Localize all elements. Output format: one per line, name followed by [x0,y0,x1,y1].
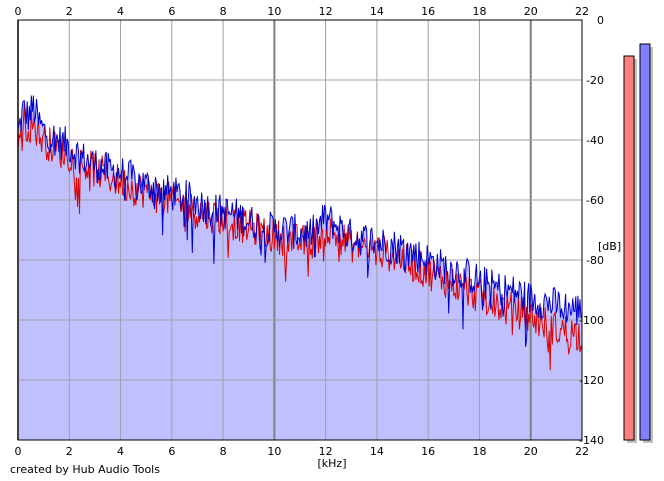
x-tick-labels-top: 0 2 4 6 8 10 12 14 16 18 20 22 [15,5,590,18]
y-tick-labels: 0 -20 -40 -60 -80 -100 -120 -140 [579,14,604,447]
y-unit-label: [dB] [598,240,621,253]
x-tick-label-top: 0 [15,5,22,18]
y-tick-label: -60 [586,194,604,207]
spectrum-area-fill [18,95,582,440]
x-tick-label-bottom: 0 [15,445,22,458]
level-meter-bar [623,55,635,441]
spectrum-fill-layer [18,95,582,440]
x-tick-label-top: 22 [575,5,589,18]
x-tick-label-top: 18 [472,5,486,18]
series-line-layer [17,95,583,371]
y-tick-label: -140 [579,434,604,447]
x-tick-label-top: 8 [220,5,227,18]
y-tick-label: -20 [586,74,604,87]
x-tick-label-top: 2 [66,5,73,18]
x-tick-label-bottom: 12 [319,445,333,458]
y-tick-label: 0 [597,14,604,27]
x-tick-label-top: 20 [524,5,538,18]
x-tick-label-bottom: 22 [575,445,589,458]
x-tick-label-bottom: 14 [370,445,384,458]
x-tick-label-bottom: 2 [66,445,73,458]
credit-text: created by Hub Audio Tools [10,463,160,476]
level-meter-bar [639,43,651,441]
x-tick-label-top: 16 [421,5,435,18]
y-tick-label: -120 [579,374,604,387]
x-tick-label-top: 12 [319,5,333,18]
y-tick-label: -40 [586,134,604,147]
x-tick-labels-bottom: 0 2 4 6 8 10 12 14 16 18 20 22 [15,445,590,458]
x-tick-label-bottom: 20 [524,445,538,458]
x-tick-label-bottom: 18 [472,445,486,458]
y-tick-label: -100 [579,314,604,327]
x-tick-label-bottom: 6 [168,445,175,458]
blue-channel-line [17,95,583,347]
x-tick-label-top: 10 [267,5,281,18]
level-meters [623,43,653,443]
x-tick-label-bottom: 16 [421,445,435,458]
x-unit-label: [kHz] [318,457,347,470]
x-tick-label-top: 6 [168,5,175,18]
x-tick-label-top: 14 [370,5,384,18]
x-tick-label-bottom: 4 [117,445,124,458]
x-tick-label-bottom: 10 [267,445,281,458]
x-tick-label-bottom: 8 [220,445,227,458]
plot-frame [17,19,583,441]
x-tick-label-top: 4 [117,5,124,18]
y-tick-label: -80 [586,254,604,267]
